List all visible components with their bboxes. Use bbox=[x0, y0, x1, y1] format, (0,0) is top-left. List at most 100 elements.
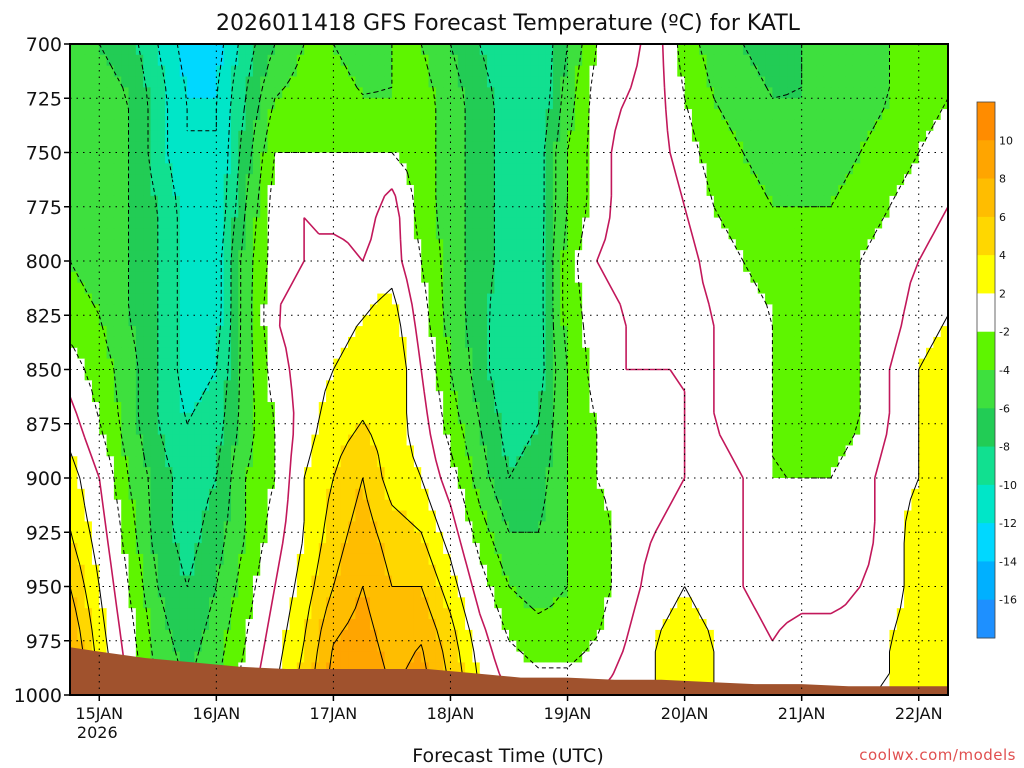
temperature-cell bbox=[757, 87, 766, 99]
temperature-cell bbox=[655, 87, 664, 99]
temperature-cell bbox=[589, 358, 598, 371]
temperature-cell bbox=[172, 98, 181, 110]
temperature-cell bbox=[252, 467, 261, 479]
temperature-cell bbox=[421, 174, 430, 186]
temperature-cell bbox=[391, 163, 400, 175]
temperature-cell bbox=[545, 87, 554, 99]
temperature-cell bbox=[179, 293, 188, 305]
temperature-cell bbox=[121, 282, 130, 295]
temperature-cell bbox=[157, 54, 166, 67]
temperature-cell bbox=[882, 391, 891, 403]
temperature-cell bbox=[311, 293, 320, 305]
temperature-cell bbox=[143, 76, 152, 88]
temperature-cell bbox=[918, 315, 927, 327]
temperature-cell bbox=[311, 445, 320, 457]
temperature-cell bbox=[889, 456, 898, 468]
temperature-cell bbox=[274, 141, 283, 154]
temperature-cell bbox=[626, 239, 634, 251]
temperature-cell bbox=[618, 271, 627, 284]
temperature-cell bbox=[779, 130, 788, 143]
temperature-cell bbox=[684, 478, 693, 490]
temperature-cell bbox=[509, 467, 517, 479]
temperature-cell bbox=[150, 195, 159, 208]
temperature-cell bbox=[172, 141, 181, 154]
temperature-cell bbox=[933, 380, 942, 392]
temperature-cell bbox=[918, 282, 927, 295]
temperature-cell bbox=[70, 445, 78, 457]
temperature-cell bbox=[501, 163, 510, 175]
temperature-cell bbox=[340, 65, 349, 78]
temperature-cell bbox=[596, 228, 605, 240]
temperature-cell bbox=[772, 358, 781, 371]
temperature-cell bbox=[896, 315, 905, 327]
temperature-cell bbox=[340, 163, 349, 175]
temperature-cell bbox=[750, 412, 759, 425]
temperature-cell bbox=[260, 412, 269, 425]
temperature-cell bbox=[413, 141, 422, 154]
temperature-cell bbox=[421, 98, 430, 110]
temperature-cell bbox=[282, 54, 291, 67]
temperature-cell bbox=[706, 163, 715, 175]
temperature-cell bbox=[926, 456, 934, 468]
temperature-cell bbox=[516, 271, 525, 284]
temperature-cell bbox=[348, 54, 356, 67]
temperature-cell bbox=[757, 130, 766, 143]
temperature-cell bbox=[369, 358, 378, 371]
temperature-cell bbox=[245, 358, 254, 371]
temperature-cell bbox=[545, 163, 554, 175]
temperature-cell bbox=[765, 369, 773, 381]
temperature-cell bbox=[399, 44, 408, 56]
temperature-cell bbox=[750, 76, 759, 88]
temperature-cell bbox=[333, 174, 342, 186]
temperature-cell bbox=[852, 358, 861, 371]
temperature-cell bbox=[721, 326, 730, 338]
temperature-cell bbox=[640, 478, 649, 490]
temperature-cell bbox=[545, 217, 554, 230]
temperature-cell bbox=[538, 65, 547, 78]
temperature-cell bbox=[362, 261, 371, 273]
temperature-cell bbox=[860, 271, 869, 284]
temperature-cell bbox=[889, 195, 898, 208]
temperature-cell bbox=[245, 87, 254, 99]
temperature-cell bbox=[70, 87, 78, 99]
temperature-cell bbox=[157, 402, 166, 414]
temperature-cell bbox=[516, 239, 525, 251]
temperature-cell bbox=[296, 488, 305, 501]
temperature-cell bbox=[121, 347, 130, 360]
temperature-cell bbox=[435, 423, 444, 436]
temperature-cell bbox=[472, 315, 481, 327]
temperature-cell bbox=[677, 228, 686, 240]
temperature-cell bbox=[377, 217, 386, 230]
temperature-cell bbox=[560, 434, 569, 447]
temperature-cell bbox=[940, 141, 949, 154]
temperature-cell bbox=[940, 304, 949, 316]
temperature-cell bbox=[274, 391, 283, 403]
temperature-cell bbox=[311, 304, 320, 316]
temperature-cell bbox=[618, 304, 627, 316]
temperature-cell bbox=[860, 44, 869, 56]
temperature-cell bbox=[494, 293, 503, 305]
temperature-cell bbox=[70, 315, 78, 327]
temperature-cell bbox=[172, 54, 181, 67]
temperature-cell bbox=[750, 369, 759, 381]
temperature-cell bbox=[713, 304, 722, 316]
temperature-cell bbox=[362, 315, 371, 327]
temperature-cell bbox=[838, 65, 847, 78]
temperature-cell bbox=[501, 195, 510, 208]
temperature-cell bbox=[874, 271, 883, 284]
temperature-cell bbox=[435, 109, 444, 121]
temperature-cell bbox=[99, 326, 108, 338]
temperature-cell bbox=[750, 163, 759, 175]
temperature-cell bbox=[326, 54, 334, 67]
temperature-cell bbox=[904, 467, 913, 479]
temperature-cell bbox=[201, 44, 210, 56]
temperature-cell bbox=[348, 87, 356, 99]
temperature-cell bbox=[187, 336, 195, 349]
temperature-cell bbox=[238, 445, 247, 457]
temperature-cell bbox=[699, 250, 708, 262]
temperature-cell bbox=[274, 488, 283, 501]
temperature-cell bbox=[391, 152, 400, 164]
temperature-cell bbox=[808, 76, 817, 88]
temperature-cell bbox=[326, 119, 334, 132]
temperature-cell bbox=[187, 163, 195, 175]
